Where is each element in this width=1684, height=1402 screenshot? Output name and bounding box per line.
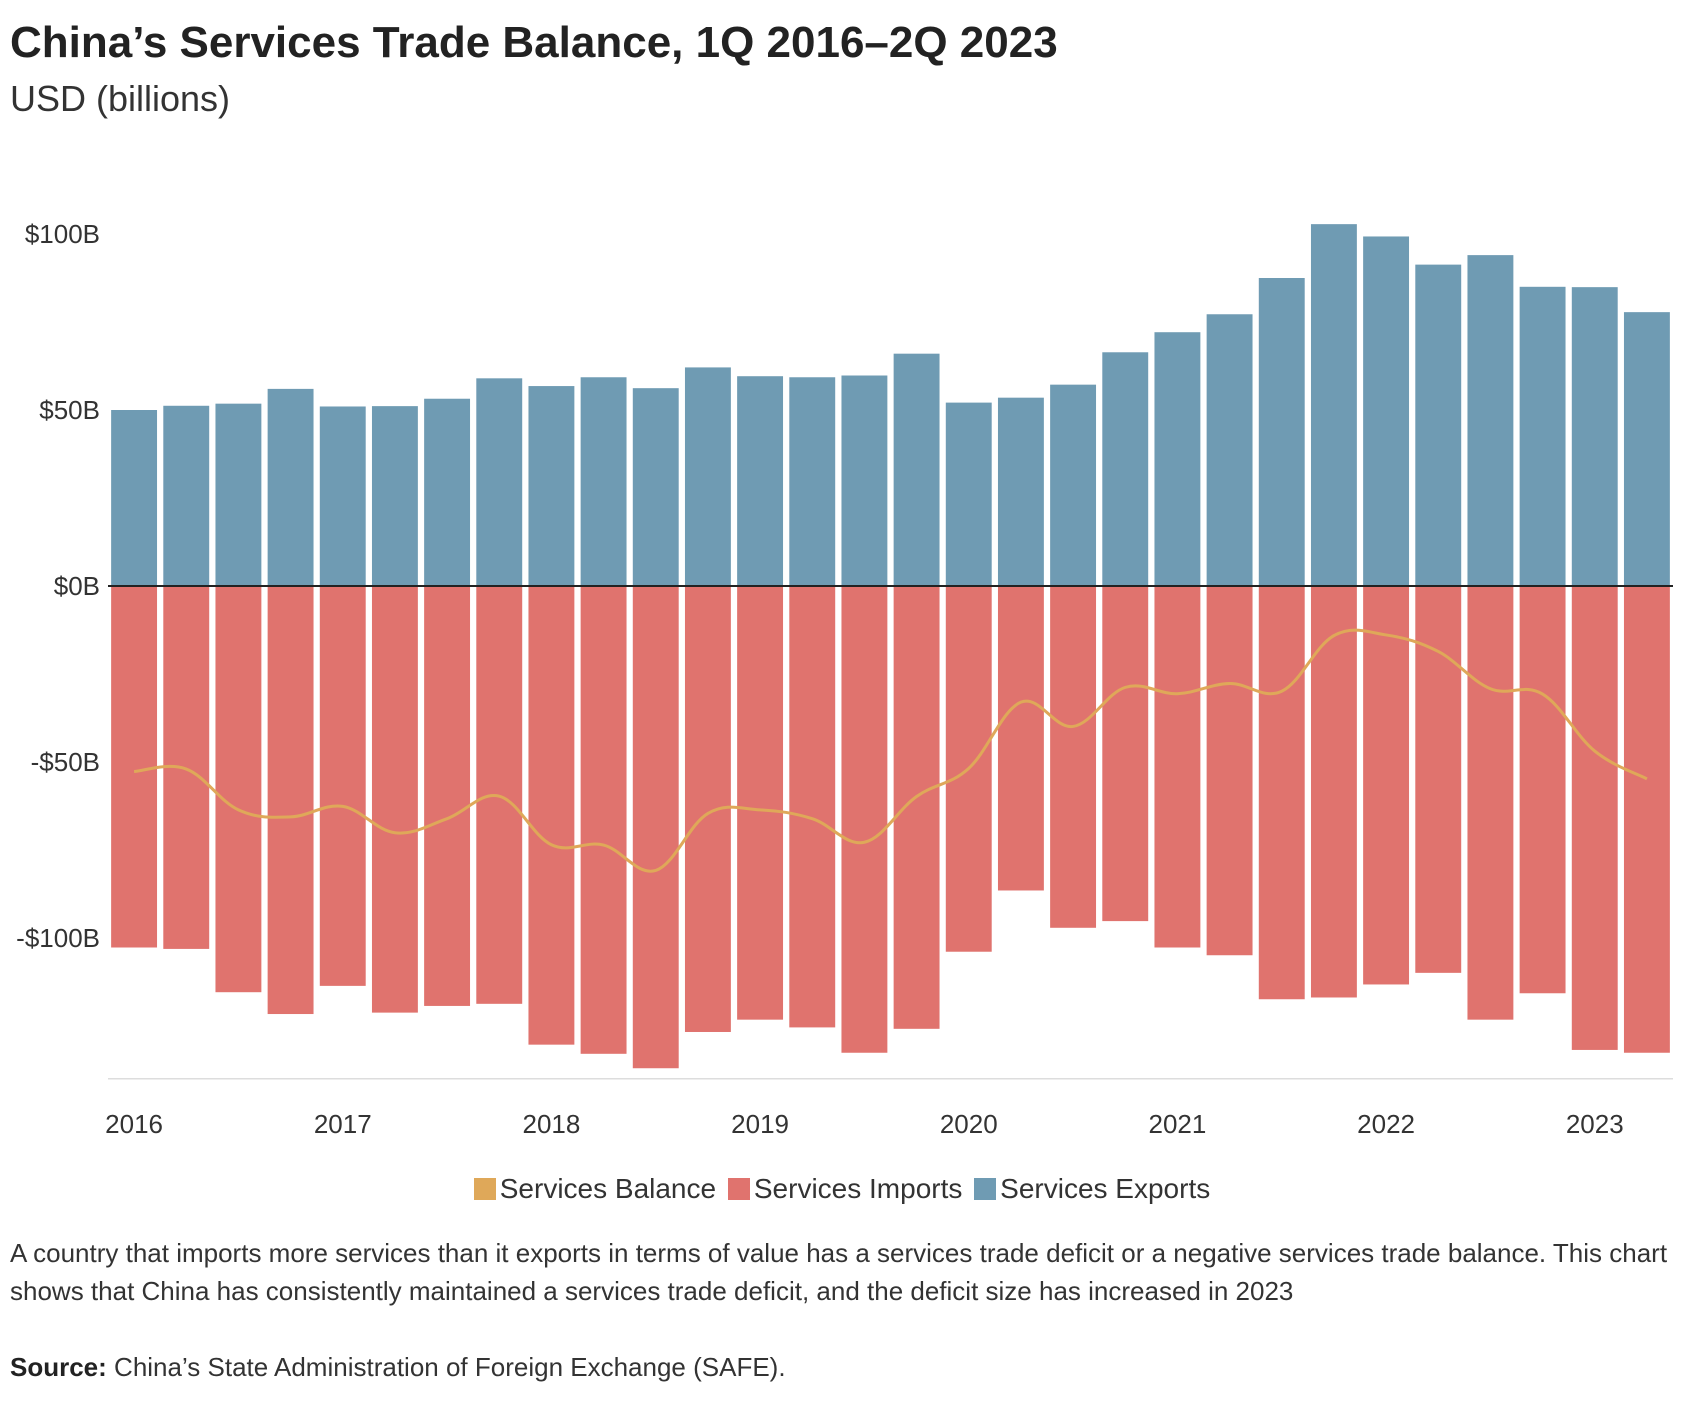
export-bar — [893, 353, 940, 586]
chart-canvas: $100B $50B $0B -$50B -$100B 2016 2017 2018 2019 2… — [16, 219, 1673, 1139]
y-tick-label: $50B — [39, 395, 100, 425]
import-bar — [737, 586, 784, 1020]
export-bar — [319, 406, 366, 586]
chart-source: Source: China’s State Administration of … — [10, 1352, 786, 1383]
export-bar — [215, 403, 262, 586]
export-bar — [371, 406, 418, 586]
import-bar — [632, 586, 679, 1069]
export-bar — [789, 377, 836, 586]
export-bar — [1258, 278, 1305, 586]
y-tick-label: -$100B — [16, 923, 100, 953]
import-bar — [1206, 586, 1253, 956]
export-bar — [476, 378, 523, 586]
export-bar — [997, 397, 1044, 586]
source-label: Source: — [10, 1352, 107, 1382]
export-bar — [1519, 286, 1566, 586]
import-bar — [580, 586, 627, 1054]
legend-item-balance[interactable]: Services Balance — [473, 1173, 717, 1205]
x-tick-label: 2023 — [1566, 1109, 1624, 1139]
export-bar — [1467, 255, 1514, 586]
chart-legend: Services Balance Services Imports Servic… — [0, 1173, 1684, 1205]
export-bar — [1415, 264, 1462, 586]
legend-item-exports[interactable]: Services Exports — [974, 1173, 1210, 1205]
chart-subtitle: USD (billions) — [10, 78, 231, 119]
x-tick-label: 2019 — [731, 1109, 789, 1139]
legend-label-exports: Services Exports — [1000, 1173, 1211, 1204]
chart-title: China’s Services Trade Balance, 1Q 2016–… — [10, 18, 1058, 67]
import-bar — [1519, 586, 1566, 994]
export-bar — [1571, 287, 1618, 586]
import-bar — [528, 586, 575, 1045]
import-bar — [789, 586, 836, 1028]
imports-bars — [111, 586, 1670, 1069]
y-tick-label: $100B — [25, 219, 100, 249]
export-bar — [580, 377, 627, 586]
export-bar — [1050, 384, 1097, 586]
export-bar — [163, 405, 210, 586]
import-bar — [371, 586, 418, 1013]
y-tick-label: -$50B — [31, 747, 100, 777]
export-bar — [1363, 236, 1410, 587]
export-bar — [1206, 314, 1253, 586]
import-bar — [111, 586, 158, 948]
import-bar — [841, 586, 888, 1053]
import-bar — [267, 586, 314, 1015]
export-bar — [528, 386, 575, 586]
balance-line-layer — [133, 628, 1648, 873]
export-bar — [111, 410, 158, 586]
y-tick-label: $0B — [54, 571, 100, 601]
import-bar — [1363, 586, 1410, 985]
import-bar — [215, 586, 262, 993]
x-tick-label: 2017 — [314, 1109, 372, 1139]
export-bar — [1154, 332, 1201, 586]
imports-swatch-icon — [727, 1178, 750, 1200]
source-text: China’s State Administration of Foreign … — [114, 1352, 786, 1382]
x-tick-label: 2022 — [1357, 1109, 1415, 1139]
x-tick-label: 2020 — [940, 1109, 998, 1139]
export-bar — [267, 388, 314, 586]
chart-note: A country that imports more services tha… — [10, 1238, 1668, 1306]
import-bar — [1467, 586, 1514, 1020]
legend-label-imports: Services Imports — [753, 1173, 963, 1204]
legend-label-balance: Services Balance — [499, 1173, 717, 1204]
export-bar — [1310, 224, 1357, 587]
exports-swatch-icon — [974, 1178, 997, 1200]
export-bar — [684, 367, 731, 586]
legend-item-imports[interactable]: Services Imports — [727, 1173, 963, 1205]
x-tick-label: 2021 — [1148, 1109, 1206, 1139]
export-bar — [632, 388, 679, 586]
import-bar — [1571, 586, 1618, 1050]
import-bar — [1310, 586, 1357, 998]
export-bar — [1623, 312, 1670, 586]
exports-bars — [111, 224, 1670, 587]
import-bar — [1154, 586, 1201, 948]
export-bar — [841, 375, 888, 586]
import-bar — [1623, 586, 1670, 1053]
import-bar — [1050, 586, 1097, 928]
import-bar — [319, 586, 366, 986]
import-bar — [997, 586, 1044, 891]
import-bar — [893, 586, 940, 1029]
import-bar — [1258, 586, 1305, 1000]
export-bar — [1102, 352, 1149, 586]
chart-axes: $100B $50B $0B -$50B -$100B 2016 2017 2018 2019 2… — [16, 219, 1673, 1139]
import-bar — [424, 586, 471, 1006]
x-tick-label: 2018 — [522, 1109, 580, 1139]
export-bar — [945, 402, 992, 586]
export-bar — [737, 376, 784, 586]
balance-swatch-icon — [473, 1178, 496, 1200]
export-bar — [424, 398, 471, 586]
x-tick-label: 2016 — [105, 1109, 163, 1139]
import-bar — [1102, 586, 1149, 922]
